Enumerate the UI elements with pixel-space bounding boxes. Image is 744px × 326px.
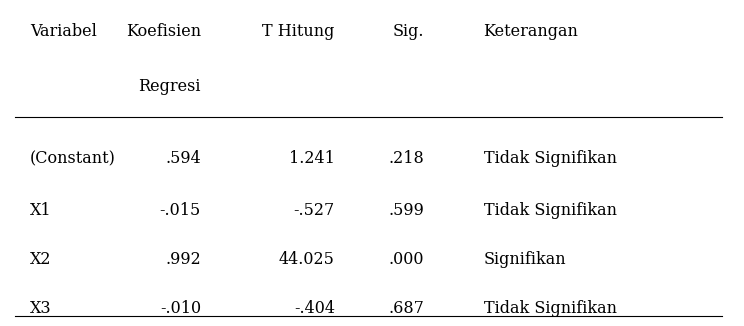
Text: Tidak Signifikan: Tidak Signifikan: [484, 300, 617, 317]
Text: (Constant): (Constant): [30, 150, 115, 167]
Text: X1: X1: [30, 202, 51, 219]
Text: .218: .218: [388, 150, 424, 167]
Text: -.404: -.404: [294, 300, 335, 317]
Text: -.010: -.010: [160, 300, 201, 317]
Text: Koefisien: Koefisien: [126, 23, 201, 40]
Text: Regresi: Regresi: [138, 78, 201, 95]
Text: .599: .599: [388, 202, 424, 219]
Text: .992: .992: [165, 251, 201, 268]
Text: .594: .594: [165, 150, 201, 167]
Text: X3: X3: [30, 300, 51, 317]
Text: Keterangan: Keterangan: [484, 23, 579, 40]
Text: .000: .000: [388, 251, 424, 268]
Text: Variabel: Variabel: [30, 23, 97, 40]
Text: Tidak Signifikan: Tidak Signifikan: [484, 150, 617, 167]
Text: .687: .687: [388, 300, 424, 317]
Text: -.527: -.527: [294, 202, 335, 219]
Text: X2: X2: [30, 251, 51, 268]
Text: Tidak Signifikan: Tidak Signifikan: [484, 202, 617, 219]
Text: 1.241: 1.241: [289, 150, 335, 167]
Text: T Hitung: T Hitung: [263, 23, 335, 40]
Text: -.015: -.015: [160, 202, 201, 219]
Text: Sig.: Sig.: [393, 23, 424, 40]
Text: 44.025: 44.025: [279, 251, 335, 268]
Text: Signifikan: Signifikan: [484, 251, 566, 268]
